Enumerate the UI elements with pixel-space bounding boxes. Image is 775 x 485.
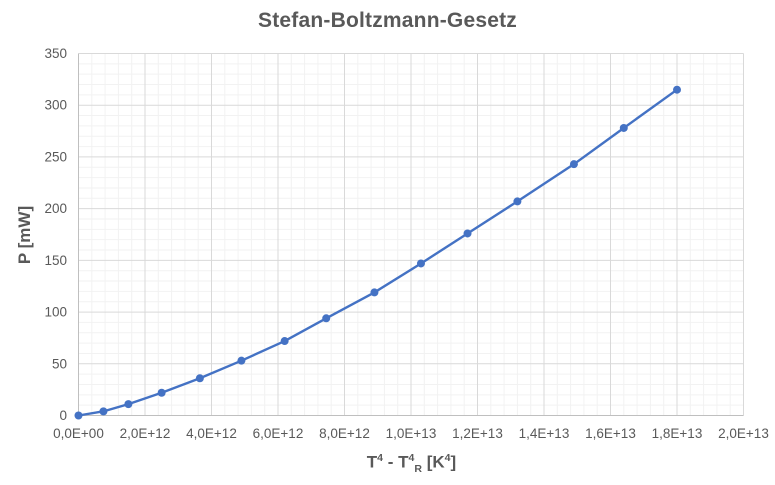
x-axis-title-part: T xyxy=(366,452,378,472)
x-tick-label: 1,4E+13 xyxy=(519,426,570,441)
data-point-marker xyxy=(463,229,472,238)
y-tick-label: 100 xyxy=(44,305,67,320)
series-line xyxy=(77,88,679,417)
data-point-marker xyxy=(370,288,379,297)
data-point-marker xyxy=(280,337,289,346)
x-tick-label: 1,2E+13 xyxy=(452,426,503,441)
x-tick-label: 1,0E+13 xyxy=(386,426,437,441)
x-axis-title-part: - xyxy=(383,452,399,472)
data-point-marker xyxy=(513,197,522,206)
y-tick-label: 50 xyxy=(52,356,67,371)
data-point-marker xyxy=(237,356,246,365)
data-point-marker xyxy=(569,160,578,169)
y-tick-label: 250 xyxy=(44,149,67,164)
x-tick-label: 4,0E+12 xyxy=(186,426,237,441)
y-tick-label: 200 xyxy=(44,201,67,216)
data-point-marker xyxy=(74,411,83,420)
chart-title: Stefan-Boltzmann-Gesetz xyxy=(258,9,517,32)
x-axis-title-part: T xyxy=(398,452,409,472)
x-tick-label: 1,6E+13 xyxy=(585,426,636,441)
y-axis-title: P [mW] xyxy=(15,205,34,265)
x-axis-title-part: [K xyxy=(422,452,445,472)
data-point-marker xyxy=(416,259,425,268)
data-point-marker xyxy=(619,123,628,132)
x-tick-label: 2,0E+12 xyxy=(120,426,171,441)
x-tick-label: 6,0E+12 xyxy=(253,426,304,441)
data-point-marker xyxy=(322,314,331,323)
data-point-marker xyxy=(673,85,681,94)
y-tick-label: 0 xyxy=(59,408,67,423)
x-axis-title-part: ] xyxy=(450,452,457,472)
data-point-marker xyxy=(195,374,204,383)
x-axis-title: T4 - T4R [K4] xyxy=(79,452,744,475)
data-point-marker xyxy=(124,400,133,409)
data-point-marker xyxy=(157,388,166,397)
x-axis-title-part: R xyxy=(414,463,422,476)
y-tick-label: 300 xyxy=(44,98,67,113)
data-point-marker xyxy=(99,407,108,416)
y-tick-label: 150 xyxy=(44,253,67,268)
x-axis-title-part: 4 xyxy=(408,452,415,464)
x-tick-label: 8,0E+12 xyxy=(319,426,370,441)
x-tick-label: 2,0E+13 xyxy=(718,426,769,441)
x-axis-title-part: 4 xyxy=(377,452,384,464)
x-tick-label: 0,0E+00 xyxy=(53,426,104,441)
y-tick-label: 350 xyxy=(44,46,67,61)
x-axis-title-part: 4 xyxy=(444,452,451,464)
x-tick-label: 1,8E+13 xyxy=(652,426,703,441)
